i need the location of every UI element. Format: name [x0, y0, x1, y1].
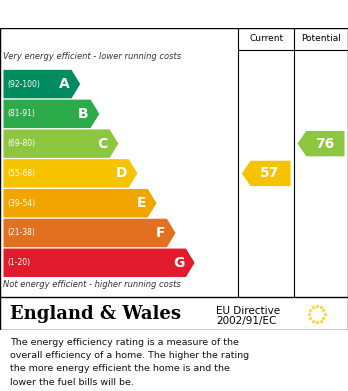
- Text: (69-80): (69-80): [7, 139, 35, 148]
- Text: (21-38): (21-38): [7, 228, 35, 237]
- Text: (1-20): (1-20): [7, 258, 30, 267]
- Text: 76: 76: [315, 136, 334, 151]
- Text: D: D: [116, 167, 127, 180]
- Text: C: C: [98, 136, 108, 151]
- Text: EU Directive: EU Directive: [216, 306, 280, 316]
- Polygon shape: [3, 189, 157, 217]
- Polygon shape: [3, 100, 99, 128]
- Text: E: E: [136, 196, 146, 210]
- Text: (39-54): (39-54): [7, 199, 35, 208]
- Text: (81-91): (81-91): [7, 109, 35, 118]
- Text: B: B: [78, 107, 89, 121]
- Text: The energy efficiency rating is a measure of the: The energy efficiency rating is a measur…: [10, 338, 239, 347]
- Text: 2002/91/EC: 2002/91/EC: [216, 316, 276, 326]
- Text: F: F: [156, 226, 165, 240]
- Polygon shape: [3, 70, 80, 98]
- Text: Current: Current: [249, 34, 283, 43]
- Polygon shape: [3, 159, 137, 188]
- Text: Very energy efficient - lower running costs: Very energy efficient - lower running co…: [3, 52, 182, 61]
- Polygon shape: [298, 131, 345, 156]
- Polygon shape: [3, 249, 195, 277]
- Text: (92-100): (92-100): [7, 79, 40, 89]
- Text: A: A: [59, 77, 70, 91]
- Polygon shape: [3, 129, 118, 158]
- Text: 57: 57: [260, 167, 279, 180]
- Polygon shape: [242, 161, 291, 186]
- Text: lower the fuel bills will be.: lower the fuel bills will be.: [10, 378, 134, 387]
- Text: overall efficiency of a home. The higher the rating: overall efficiency of a home. The higher…: [10, 351, 250, 360]
- Text: Potential: Potential: [301, 34, 341, 43]
- Polygon shape: [3, 219, 175, 247]
- Text: Energy Efficiency Rating: Energy Efficiency Rating: [10, 5, 239, 23]
- Text: Not energy efficient - higher running costs: Not energy efficient - higher running co…: [3, 280, 181, 289]
- Text: (55-68): (55-68): [7, 169, 35, 178]
- Text: the more energy efficient the home is and the: the more energy efficient the home is an…: [10, 364, 230, 373]
- Text: England & Wales: England & Wales: [10, 305, 181, 323]
- Text: G: G: [173, 256, 184, 270]
